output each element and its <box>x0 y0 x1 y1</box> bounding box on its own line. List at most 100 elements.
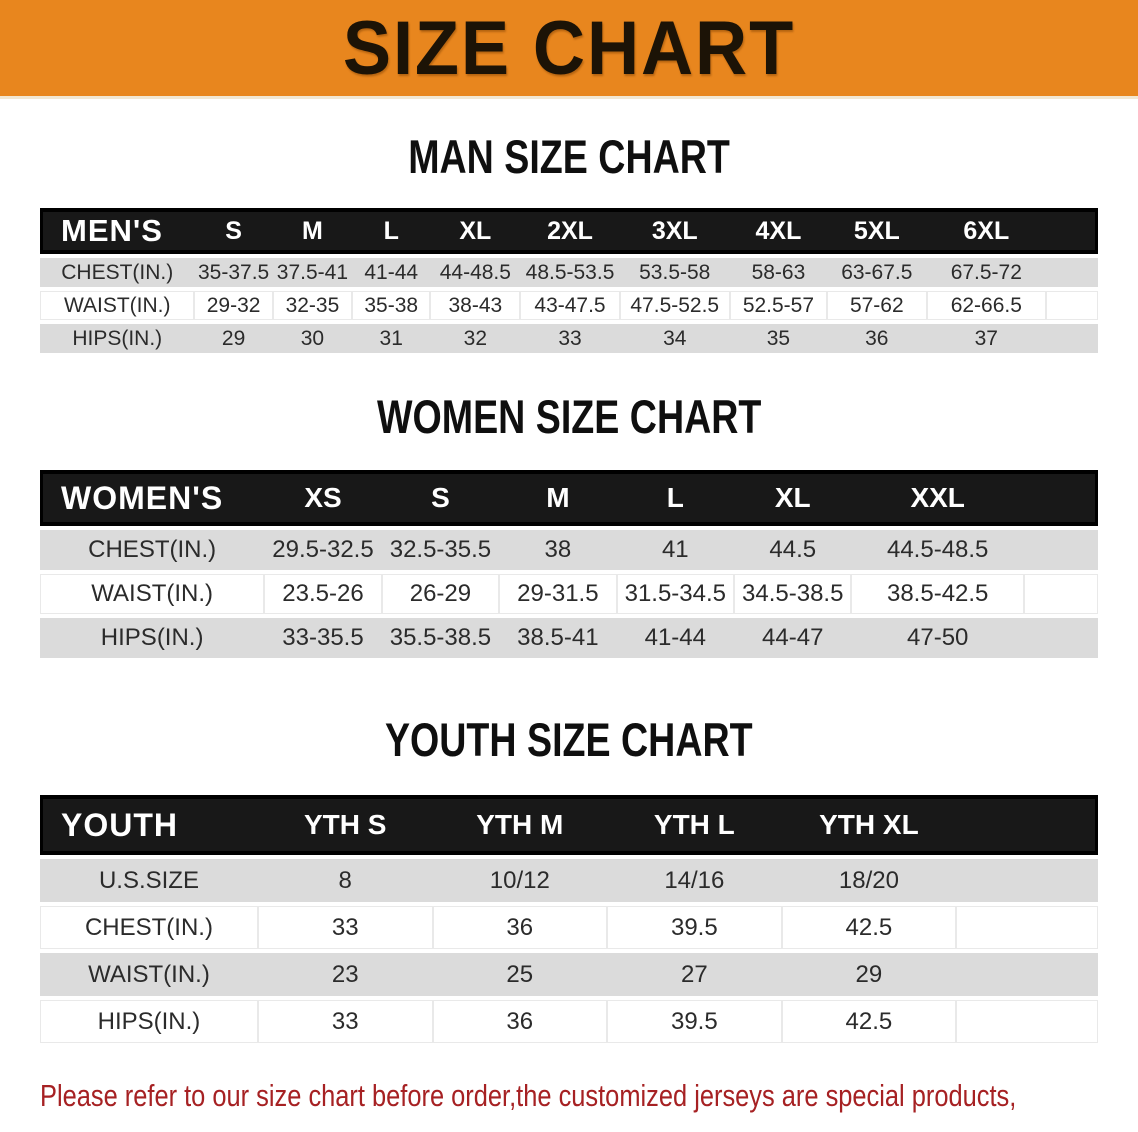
size-value-cell: 25 <box>432 953 608 996</box>
row-label: WAIST(IN.) <box>40 953 258 996</box>
size-value-cell: 44-47 <box>734 618 852 658</box>
man-size-chart-heading-text: MAN SIZE CHART <box>408 130 730 183</box>
disclaimer-line-2-text: we don't accept cancel, change, teturn o… <box>40 1127 907 1132</box>
mens-size-table: MEN'S S M L XL 2XL 3XL 4XL 5XL 6XL CHEST(IN.) 35-37… <box>40 204 1098 357</box>
size-value-cell: 38.5-41 <box>499 618 617 658</box>
size-column-header: 5XL <box>827 208 927 254</box>
size-value-cell: 35-38 <box>352 291 431 320</box>
size-value-cell: 52.5-57 <box>729 291 828 320</box>
row-label: HIPS(IN.) <box>40 618 265 658</box>
size-value-cell: 41-44 <box>352 258 431 287</box>
size-value-cell: 67.5-72 <box>926 258 1047 287</box>
size-value-cell: 44.5 <box>734 530 852 570</box>
size-value-cell: 27 <box>607 953 782 996</box>
measure-row: WAIST(IN.) 29-32 32-35 35-38 38-43 43-47.5 47.… <box>40 291 1098 320</box>
disclaimer-text: Please refer to our size chart before or… <box>40 1071 1138 1132</box>
size-column-header: 3XL <box>619 208 730 254</box>
size-column-header: XXL <box>851 470 1024 526</box>
row-label: WAIST(IN.) <box>40 574 265 614</box>
table-corner-label: WOMEN'S <box>40 470 265 526</box>
size-value-cell: 33-35.5 <box>264 618 382 658</box>
size-table-header-row: WOMEN'S XS S M L XL XXL <box>40 470 1098 526</box>
disclaimer-line-1-text: Please refer to our size chart before or… <box>40 1078 1017 1113</box>
measure-row: WAIST(IN.) 23.5-26 26-29 29-31.5 31.5-34.5 34… <box>40 574 1098 614</box>
row-filler-cell <box>956 906 1098 949</box>
youth-size-chart-heading: YOUTH SIZE CHART <box>0 662 1138 791</box>
size-value-cell: 38 <box>499 530 617 570</box>
size-chart-banner: SIZE CHART <box>0 0 1138 99</box>
size-value-cell: 58-63 <box>729 258 828 287</box>
header-filler-cell <box>1046 208 1098 254</box>
size-value-cell: 29-32 <box>194 291 273 320</box>
size-value-cell: 29-31.5 <box>499 574 617 614</box>
size-column-header: YTH S <box>257 795 433 855</box>
size-value-cell: 39.5 <box>607 1000 782 1043</box>
measure-row: U.S.SIZE 8 10/12 14/16 18/20 <box>40 859 1098 902</box>
size-value-cell: 23 <box>257 953 433 996</box>
size-column-header: YTH XL <box>781 795 957 855</box>
size-value-cell: 30 <box>272 324 353 353</box>
size-value-cell: 10/12 <box>432 859 608 902</box>
size-column-header: L <box>352 208 431 254</box>
row-filler-cell <box>1046 291 1098 320</box>
row-filler-cell <box>1046 324 1098 353</box>
size-column-header: S <box>194 208 273 254</box>
man-size-chart-heading: MAN SIZE CHART <box>0 99 1138 204</box>
measure-row: WAIST(IN.) 23 25 27 29 <box>40 953 1098 996</box>
disclaimer-line-1: Please refer to our size chart before or… <box>40 1071 1138 1127</box>
size-column-header: 6XL <box>926 208 1047 254</box>
size-value-cell: 42.5 <box>781 1000 957 1043</box>
size-column-header: S <box>381 470 500 526</box>
size-value-cell: 31 <box>352 324 431 353</box>
size-value-cell: 18/20 <box>781 859 957 902</box>
size-column-header: 2XL <box>520 208 620 254</box>
size-chart-banner-title: SIZE CHART <box>342 5 796 91</box>
row-filler-cell <box>956 1000 1098 1043</box>
size-value-cell: 47.5-52.5 <box>619 291 730 320</box>
row-filler-cell <box>1046 258 1098 287</box>
size-value-cell: 32-35 <box>272 291 353 320</box>
size-value-cell: 57-62 <box>827 291 927 320</box>
size-value-cell: 38.5-42.5 <box>851 574 1024 614</box>
table-corner-label: YOUTH <box>40 795 258 855</box>
size-value-cell: 38-43 <box>430 291 521 320</box>
size-column-header: 4XL <box>729 208 828 254</box>
youth-size-table: YOUTH YTH S YTH M YTH L YTH XL U.S.SIZE 8 10/12… <box>40 791 1098 1047</box>
measure-row: CHEST(IN.) 33 36 39.5 42.5 <box>40 906 1098 949</box>
size-value-cell: 34 <box>619 324 730 353</box>
size-value-cell: 36 <box>432 906 608 949</box>
size-column-header: XL <box>430 208 521 254</box>
women-size-chart-heading: WOMEN SIZE CHART <box>0 357 1138 466</box>
measure-row: HIPS(IN.) 29 30 31 32 33 34 35 36 37 <box>40 324 1098 353</box>
size-value-cell: 34.5-38.5 <box>734 574 852 614</box>
size-value-cell: 39.5 <box>607 906 782 949</box>
size-value-cell: 36 <box>432 1000 608 1043</box>
row-filler-cell <box>1023 574 1098 614</box>
measure-row: CHEST(IN.) 29.5-32.5 32.5-35.5 38 41 44.5 44.5… <box>40 530 1098 570</box>
size-value-cell: 36 <box>827 324 927 353</box>
size-value-cell: 37.5-41 <box>272 258 353 287</box>
row-label: CHEST(IN.) <box>40 906 258 949</box>
size-value-cell: 33 <box>257 906 433 949</box>
size-column-header: L <box>616 470 735 526</box>
size-value-cell: 33 <box>257 1000 433 1043</box>
size-table-header-row: MEN'S S M L XL 2XL 3XL 4XL 5XL 6XL <box>40 208 1098 254</box>
size-value-cell: 42.5 <box>781 906 957 949</box>
size-table-header-row: YOUTH YTH S YTH M YTH L YTH XL <box>40 795 1098 855</box>
row-filler-cell <box>1023 618 1098 658</box>
size-value-cell: 29.5-32.5 <box>264 530 382 570</box>
size-value-cell: 47-50 <box>851 618 1024 658</box>
size-value-cell: 35-37.5 <box>194 258 273 287</box>
size-value-cell: 26-29 <box>381 574 500 614</box>
row-label: HIPS(IN.) <box>40 324 195 353</box>
size-value-cell: 37 <box>926 324 1047 353</box>
row-label: HIPS(IN.) <box>40 1000 258 1043</box>
measure-row: HIPS(IN.) 33-35.5 35.5-38.5 38.5-41 41-44 44-… <box>40 618 1098 658</box>
size-column-header: XL <box>734 470 852 526</box>
size-value-cell: 29 <box>194 324 273 353</box>
size-value-cell: 44-48.5 <box>430 258 521 287</box>
man-size-chart-section: MAN SIZE CHART MEN'S S M L XL 2XL 3XL 4XL 5XL 6XL… <box>0 99 1138 357</box>
womens-size-table: WOMEN'S XS S M L XL XXL CHEST(IN.) 29.5-32.5 32.5… <box>40 466 1098 662</box>
size-column-header: YTH L <box>607 795 782 855</box>
size-value-cell: 44.5-48.5 <box>851 530 1024 570</box>
